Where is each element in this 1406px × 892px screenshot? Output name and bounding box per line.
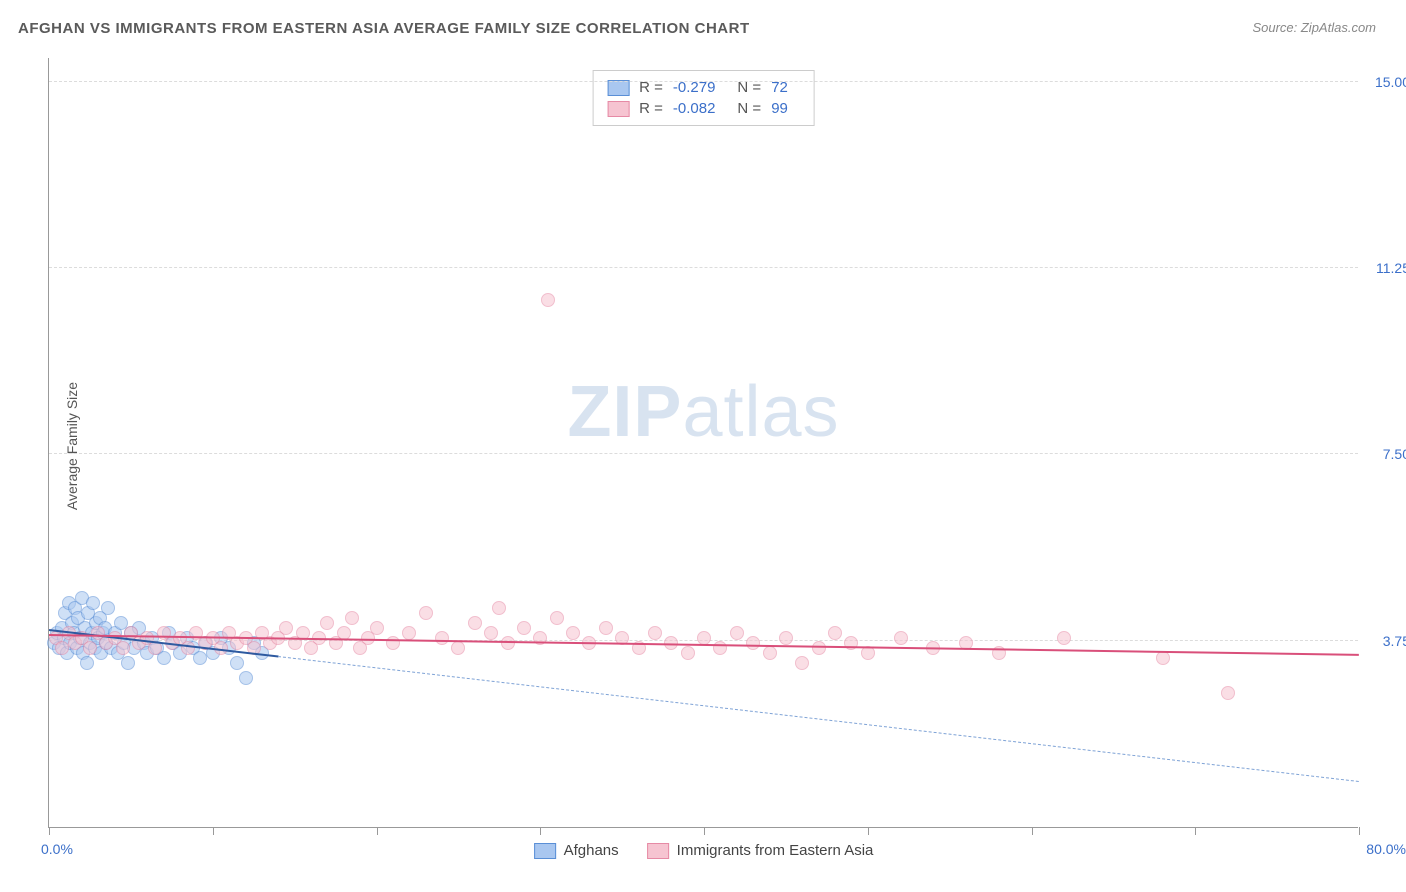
x-axis-end-label: 80.0% bbox=[1366, 841, 1406, 857]
source-credit: Source: ZipAtlas.com bbox=[1252, 20, 1376, 35]
data-point bbox=[681, 646, 695, 660]
data-point bbox=[230, 656, 244, 670]
data-point bbox=[55, 641, 69, 655]
chart-plot-area: ZIPatlas R =-0.279N =72R =-0.082N =99 Af… bbox=[48, 58, 1358, 828]
data-point bbox=[501, 636, 515, 650]
data-point bbox=[279, 621, 293, 635]
legend-series: Afghans Immigrants from Eastern Asia bbox=[534, 842, 874, 859]
data-point bbox=[193, 651, 207, 665]
data-point bbox=[484, 626, 498, 640]
x-tick bbox=[868, 827, 869, 835]
gridline bbox=[49, 267, 1358, 268]
data-point bbox=[451, 641, 465, 655]
data-point bbox=[492, 601, 506, 615]
y-tick-label: 7.50 bbox=[1383, 446, 1406, 462]
data-point bbox=[181, 641, 195, 655]
x-axis-start-label: 0.0% bbox=[41, 841, 73, 857]
x-tick bbox=[1195, 827, 1196, 835]
data-point bbox=[795, 656, 809, 670]
y-tick-label: 15.00 bbox=[1375, 74, 1406, 90]
y-tick-label: 11.25 bbox=[1376, 260, 1406, 276]
data-point bbox=[894, 631, 908, 645]
data-point bbox=[828, 626, 842, 640]
data-point bbox=[517, 621, 531, 635]
data-point bbox=[86, 596, 100, 610]
legend-correlation-row: R = -0.082 N = 99 bbox=[607, 98, 800, 119]
data-point bbox=[101, 601, 115, 615]
x-tick bbox=[1359, 827, 1360, 835]
data-point bbox=[730, 626, 744, 640]
data-point bbox=[239, 671, 253, 685]
data-point bbox=[345, 611, 359, 625]
legend-swatch bbox=[607, 80, 629, 96]
watermark: ZIPatlas bbox=[567, 371, 839, 453]
y-tick-label: 3.75 bbox=[1383, 633, 1406, 649]
x-tick bbox=[1032, 827, 1033, 835]
x-tick bbox=[213, 827, 214, 835]
data-point bbox=[121, 656, 135, 670]
data-point bbox=[83, 641, 97, 655]
legend-swatch bbox=[647, 843, 669, 859]
n-label: N = bbox=[737, 100, 761, 117]
legend-swatch bbox=[607, 101, 629, 117]
data-point bbox=[370, 621, 384, 635]
data-point bbox=[1156, 651, 1170, 665]
data-point bbox=[1221, 686, 1235, 700]
legend-series-item: Immigrants from Eastern Asia bbox=[647, 842, 874, 859]
r-label: R = bbox=[639, 100, 663, 117]
legend-series-label: Afghans bbox=[564, 842, 619, 859]
gridline bbox=[49, 81, 1358, 82]
x-tick bbox=[49, 827, 50, 835]
data-point bbox=[541, 293, 555, 307]
r-value: -0.082 bbox=[673, 100, 716, 117]
data-point bbox=[746, 636, 760, 650]
data-point bbox=[435, 631, 449, 645]
gridline bbox=[49, 453, 1358, 454]
x-tick bbox=[377, 827, 378, 835]
x-tick bbox=[704, 827, 705, 835]
data-point bbox=[648, 626, 662, 640]
legend-correlation: R =-0.279N =72R =-0.082N =99 bbox=[592, 70, 815, 126]
data-point bbox=[566, 626, 580, 640]
chart-title: AFGHAN VS IMMIGRANTS FROM EASTERN ASIA A… bbox=[18, 20, 750, 37]
data-point bbox=[80, 656, 94, 670]
n-value: 99 bbox=[771, 100, 788, 117]
x-tick bbox=[540, 827, 541, 835]
legend-series-item: Afghans bbox=[534, 842, 619, 859]
data-point bbox=[1057, 631, 1071, 645]
legend-swatch bbox=[534, 843, 556, 859]
data-point bbox=[812, 641, 826, 655]
data-point bbox=[550, 611, 564, 625]
data-point bbox=[116, 641, 130, 655]
data-point bbox=[468, 616, 482, 630]
data-point bbox=[779, 631, 793, 645]
data-point bbox=[763, 646, 777, 660]
trend-line bbox=[278, 656, 1359, 782]
legend-series-label: Immigrants from Eastern Asia bbox=[677, 842, 874, 859]
data-point bbox=[402, 626, 416, 640]
data-point bbox=[320, 616, 334, 630]
data-point bbox=[599, 621, 613, 635]
data-point bbox=[419, 606, 433, 620]
